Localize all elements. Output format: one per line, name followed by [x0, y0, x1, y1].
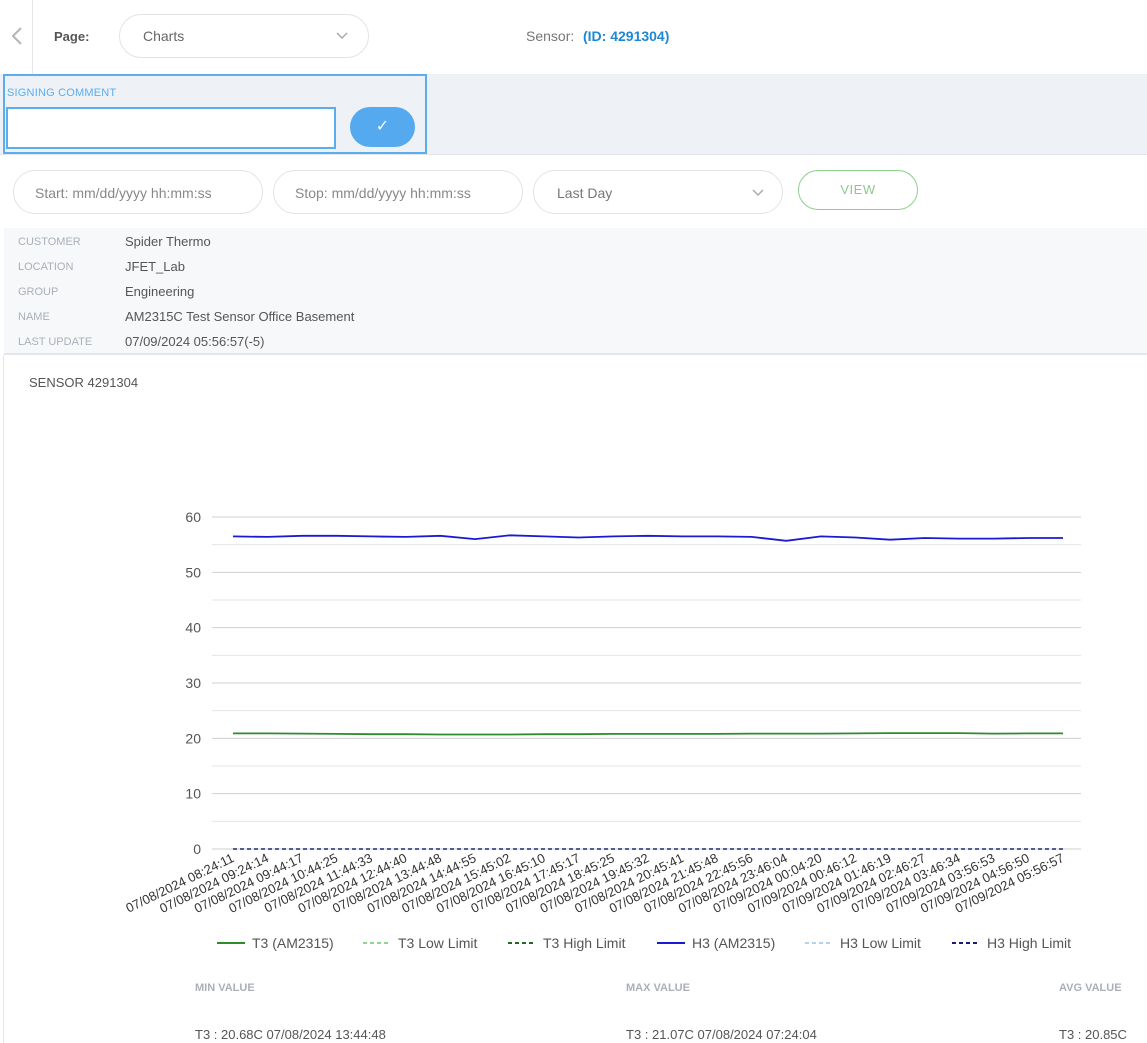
y-tick-label: 30	[185, 675, 201, 691]
view-button[interactable]: VIEW	[798, 170, 918, 210]
legend-label: T3 (AM2315)	[252, 935, 334, 951]
signing-comment-input[interactable]	[6, 107, 336, 149]
signing-confirm-button[interactable]: ✓	[350, 107, 415, 147]
y-tick-label: 60	[185, 509, 201, 525]
info-key: LAST UPDATE	[18, 336, 93, 348]
info-key: CUSTOMER	[18, 236, 81, 248]
legend-label: T3 Low Limit	[398, 935, 477, 951]
info-value: Engineering	[125, 284, 195, 299]
page-label: Page:	[54, 29, 90, 44]
content-divider	[3, 355, 4, 1043]
info-key: LOCATION	[18, 261, 74, 273]
start-date-placeholder: Start: mm/dd/yyyy hh:mm:ss	[35, 185, 212, 201]
info-row: GROUP Engineering	[4, 278, 1147, 303]
info-row: CUSTOMER Spider Thermo	[4, 228, 1147, 253]
range-select[interactable]: Last Day	[533, 170, 783, 214]
stop-date-input[interactable]: Stop: mm/dd/yyyy hh:mm:ss	[273, 170, 523, 214]
max-value-label: MAX VALUE	[626, 982, 690, 994]
chevron-down-icon	[752, 189, 764, 197]
start-date-input[interactable]: Start: mm/dd/yyyy hh:mm:ss	[13, 170, 263, 214]
info-value: JFET_Lab	[125, 259, 185, 274]
series-line-0	[233, 732, 1063, 736]
signing-comment-title: SIGNING COMMENT	[7, 87, 117, 99]
y-tick-label: 50	[185, 564, 201, 580]
legend-label: H3 Low Limit	[840, 935, 921, 951]
legend-label: T3 High Limit	[543, 935, 626, 951]
y-tick-label: 10	[185, 786, 201, 802]
chevron-left-icon	[11, 27, 22, 45]
sensor-info-table: CUSTOMER Spider Thermo LOCATION JFET_Lab…	[4, 228, 1147, 355]
y-tick-label: 40	[185, 620, 201, 636]
range-select-value: Last Day	[557, 185, 613, 201]
info-row: LOCATION JFET_Lab	[4, 253, 1147, 278]
page-select[interactable]: Charts	[119, 14, 369, 58]
y-tick-label: 20	[185, 730, 201, 746]
max-value: T3 : 21.07C 07/08/2024 07:24:04	[626, 1027, 817, 1042]
series-line-3	[232, 534, 1063, 542]
back-button[interactable]	[0, 0, 33, 74]
signing-comment-panel	[3, 74, 427, 154]
min-value: T3 : 20.68C 07/08/2024 13:44:48	[195, 1027, 386, 1042]
page-select-value: Charts	[143, 28, 185, 44]
legend-label: H3 (AM2315)	[692, 935, 775, 951]
info-value: AM2315C Test Sensor Office Basement	[125, 309, 355, 324]
sensor-id-link[interactable]: (ID: 4291304)	[583, 28, 670, 44]
chart-title: SENSOR 4291304	[29, 375, 139, 390]
y-tick-label: 0	[193, 841, 201, 857]
sensor-label: Sensor:	[526, 28, 575, 44]
stop-date-placeholder: Stop: mm/dd/yyyy hh:mm:ss	[295, 185, 471, 201]
chevron-down-icon	[336, 32, 348, 40]
min-value-label: MIN VALUE	[195, 982, 255, 994]
info-key: NAME	[18, 311, 50, 323]
info-row: NAME AM2315C Test Sensor Office Basement	[4, 303, 1147, 328]
info-value: 07/09/2024 05:56:57(-5)	[125, 334, 265, 349]
info-value: Spider Thermo	[125, 234, 211, 249]
avg-value: T3 : 20.85C	[1059, 1027, 1127, 1042]
info-key: GROUP	[18, 286, 59, 298]
info-row: LAST UPDATE 07/09/2024 05:56:57(-5)	[4, 328, 1147, 353]
top-bar: Page: Charts Sensor: (ID: 4291304)	[0, 0, 1147, 74]
avg-value-label: AVG VALUE	[1059, 982, 1122, 994]
legend-label: H3 High Limit	[987, 935, 1071, 951]
